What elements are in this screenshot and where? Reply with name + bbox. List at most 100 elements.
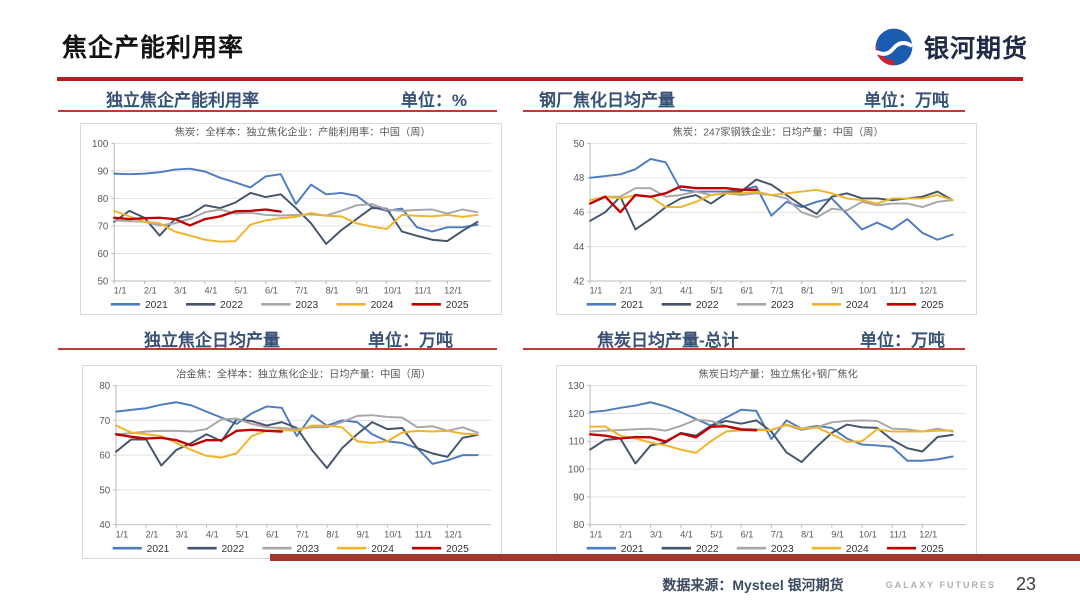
chart-frame-total-output: 80 90 100 110 120 130 1/1 2/1 3/1 4/1 5/1 6/1 7/1 8/1… [556, 365, 977, 559]
y-tick-label: 44 [573, 242, 584, 253]
chart-inner-title: 冶金焦：全样本：独立焦化企业：日均产量：中国（周） [176, 368, 431, 381]
y-tick-label: 130 [568, 381, 585, 392]
legend-item-label-2023: 2023 [296, 544, 319, 555]
chart-frame-steelmill-output: 42 44 46 48 50 1/1 2/1 3/1 4/1 5/1 6/1 7/1 8/1 9/1 10/… [556, 123, 977, 315]
chart-unit-label: 单位：万吨 [864, 91, 949, 110]
x-tick-label: 8/1 [326, 286, 339, 296]
legend-item-label-2023: 2023 [771, 300, 794, 311]
y-tick-label: 70 [97, 221, 108, 232]
legend-item-label-2021: 2021 [621, 300, 644, 311]
panel-header-capacity-utilization: 独立焦企产能利用率 单位：% [58, 86, 497, 111]
legend-item-label-2022: 2022 [222, 544, 245, 555]
x-tick-label: 6/1 [741, 286, 754, 296]
series-line-2024 [113, 209, 479, 243]
chart-canvas-capacity-utilization: 50 60 70 80 90 100 1/1 2/1 3/1 4/1 5/1 6/1 7/1 8/1 9/1… [92, 126, 492, 311]
legend-item-label-2021: 2021 [147, 544, 170, 555]
y-tick-label: 70 [99, 416, 110, 427]
chart-canvas-independent-output: 40 50 60 70 80 1/1 2/1 3/1 4/1 5/1 6/1 7/1 8/1 9/1 10/… [99, 368, 492, 555]
x-tick-label: 4/1 [680, 529, 693, 539]
x-tick-label: 2/1 [620, 529, 633, 539]
series-line-2023 [115, 414, 479, 436]
legend-item-label-2023: 2023 [295, 300, 318, 311]
y-tick-label: 90 [573, 492, 584, 503]
x-tick-label: 10/1 [384, 286, 402, 296]
chart-inner-title: 焦炭：全样本：独立焦化企业：产能利用率：中国（周） [175, 126, 431, 139]
brand-logo-text: 银河期货 [923, 35, 1028, 63]
x-tick-label: 10/1 [384, 529, 402, 539]
y-tick-label: 42 [573, 276, 584, 287]
y-tick-label: 40 [99, 520, 110, 531]
x-tick-label: 12/1 [444, 529, 462, 539]
chart-unit-label: 单位：% [400, 91, 467, 110]
panel-divider [523, 110, 965, 112]
x-tick-label: 9/1 [831, 286, 844, 296]
x-tick-label: 7/1 [296, 529, 309, 539]
panel-divider [58, 348, 497, 350]
x-tick-label: 6/1 [266, 529, 279, 539]
x-tick-label: 11/1 [414, 286, 431, 296]
x-tick-label: 8/1 [801, 286, 814, 296]
x-tick-label: 5/1 [236, 529, 249, 539]
brand-logo: 银河期货 [873, 26, 1028, 68]
x-tick-label: 2/1 [146, 529, 159, 539]
legend-item-label-2021: 2021 [621, 544, 644, 555]
x-tick-label: 11/1 [415, 529, 432, 539]
chart-frame-capacity-utilization: 50 60 70 80 90 100 1/1 2/1 3/1 4/1 5/1 6/1 7/1 8/1 9/1… [80, 123, 502, 315]
x-tick-label: 10/1 [859, 529, 877, 539]
data-source: 数据来源：Mysteel 银河期货 [662, 576, 844, 593]
legend-item-label-2024: 2024 [846, 544, 869, 555]
galaxy-logo-icon [875, 28, 913, 66]
x-tick-label: 2/1 [620, 286, 633, 296]
legend-item-label-2025: 2025 [446, 544, 469, 555]
y-tick-label: 50 [573, 139, 584, 150]
panel-header-steelmill-output: 钢厂焦化日均产量 单位：万吨 [523, 86, 965, 111]
series-line-2023 [589, 187, 954, 219]
x-tick-label: 3/1 [650, 529, 663, 539]
y-tick-label: 80 [99, 381, 110, 392]
x-tick-label: 9/1 [356, 286, 369, 296]
series-line-2025 [588, 185, 758, 214]
chart-unit-label: 单位：万吨 [860, 331, 945, 350]
x-tick-label: 8/1 [801, 529, 814, 539]
series-line-2021 [589, 157, 954, 241]
x-tick-label: 8/1 [326, 529, 339, 539]
series-line-2022 [589, 419, 954, 465]
x-tick-label: 9/1 [357, 529, 370, 539]
panel-header-total-output: 焦炭日均产量-总计 单位：万吨 [523, 326, 965, 351]
series-line-2025 [113, 208, 282, 227]
y-tick-label: 100 [568, 464, 585, 475]
y-tick-label: 50 [97, 276, 108, 287]
x-tick-label: 1/1 [590, 286, 603, 296]
series-line-2022 [115, 418, 479, 469]
chart-title: 独立焦企日均产量 [144, 331, 280, 350]
x-tick-label: 1/1 [115, 529, 128, 539]
x-tick-label: 5/1 [710, 529, 723, 539]
legend-item-label-2025: 2025 [921, 300, 944, 311]
x-tick-label: 11/1 [889, 529, 906, 539]
series-line-2022 [589, 178, 954, 231]
chart-frame-independent-output: 40 50 60 70 80 1/1 2/1 3/1 4/1 5/1 6/1 7/1 8/1 9/1 10/… [82, 365, 502, 559]
legend-item-label-2024: 2024 [371, 300, 394, 311]
legend-item-label-2022: 2022 [696, 544, 719, 555]
x-tick-label: 2/1 [144, 286, 157, 296]
x-tick-label: 5/1 [235, 286, 248, 296]
x-tick-label: 12/1 [919, 286, 937, 296]
x-tick-label: 7/1 [771, 286, 784, 296]
legend-item-label-2023: 2023 [771, 544, 794, 555]
page-number: 23 [1015, 574, 1036, 594]
x-tick-label: 6/1 [741, 529, 754, 539]
x-tick-label: 1/1 [590, 529, 603, 539]
y-tick-label: 46 [573, 208, 584, 219]
series-line-2021 [115, 401, 479, 465]
chart-title: 独立焦企产能利用率 [106, 91, 259, 110]
y-tick-label: 80 [573, 520, 584, 531]
y-tick-label: 120 [568, 409, 585, 420]
x-tick-label: 3/1 [176, 529, 189, 539]
series-line-2025 [588, 425, 758, 443]
chart-title: 焦炭日均产量-总计 [597, 331, 739, 350]
legend-item-label-2022: 2022 [220, 300, 243, 311]
y-tick-label: 48 [573, 173, 584, 184]
x-tick-label: 1/1 [114, 286, 127, 296]
y-tick-label: 60 [99, 451, 110, 462]
